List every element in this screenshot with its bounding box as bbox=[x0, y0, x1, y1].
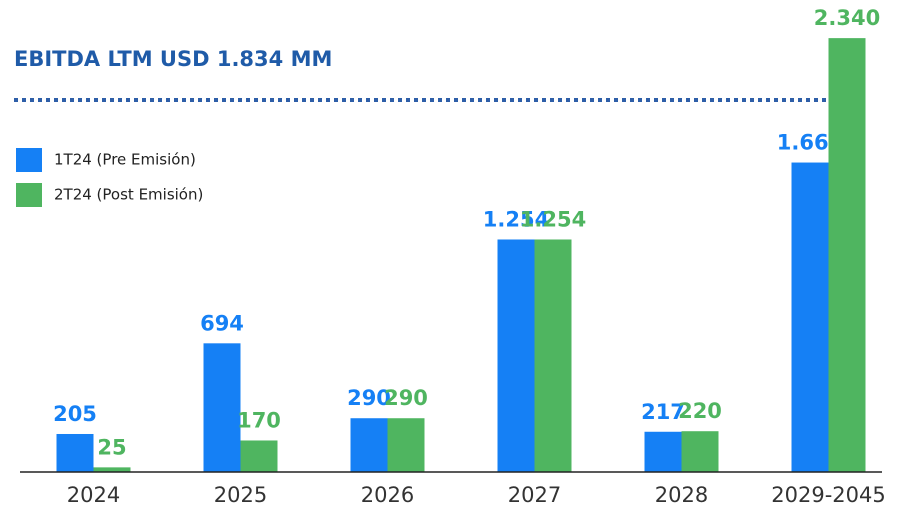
legend-swatch bbox=[16, 148, 42, 172]
x-tick-label: 2025 bbox=[214, 483, 267, 507]
bar bbox=[828, 38, 866, 472]
value-label: 290 bbox=[347, 386, 391, 410]
value-label: 1.254 bbox=[520, 207, 586, 231]
bar bbox=[681, 431, 719, 472]
value-label: 1.254 bbox=[483, 207, 549, 231]
x-tick-label: 2029-2045 bbox=[771, 483, 885, 507]
legend-swatch bbox=[16, 183, 42, 207]
bar bbox=[240, 440, 278, 472]
value-label: 170 bbox=[237, 408, 281, 432]
x-tick-label: 2028 bbox=[655, 483, 708, 507]
x-tick-label: 2024 bbox=[67, 483, 120, 507]
bar bbox=[534, 239, 572, 472]
chart-title: EBITDA LTM USD 1.834 MM bbox=[14, 47, 332, 71]
value-label: 25 bbox=[97, 435, 126, 459]
legend-label: 2T24 (Post Emisión) bbox=[54, 186, 203, 204]
bar bbox=[203, 343, 241, 472]
x-tick-label: 2027 bbox=[508, 483, 561, 507]
bar bbox=[644, 431, 682, 472]
bar bbox=[93, 467, 131, 472]
value-label: 2.340 bbox=[814, 6, 880, 30]
bar bbox=[56, 433, 94, 472]
legend-label: 1T24 (Pre Emisión) bbox=[54, 151, 196, 169]
bar bbox=[387, 418, 425, 472]
bar bbox=[497, 239, 535, 472]
bar bbox=[791, 162, 829, 472]
bar bbox=[350, 418, 388, 472]
value-label: 217 bbox=[641, 400, 685, 424]
value-label: 205 bbox=[53, 402, 97, 426]
value-label: 290 bbox=[384, 386, 428, 410]
value-label: 220 bbox=[678, 399, 722, 423]
x-tick-label: 2026 bbox=[361, 483, 414, 507]
value-label: 694 bbox=[200, 311, 244, 335]
